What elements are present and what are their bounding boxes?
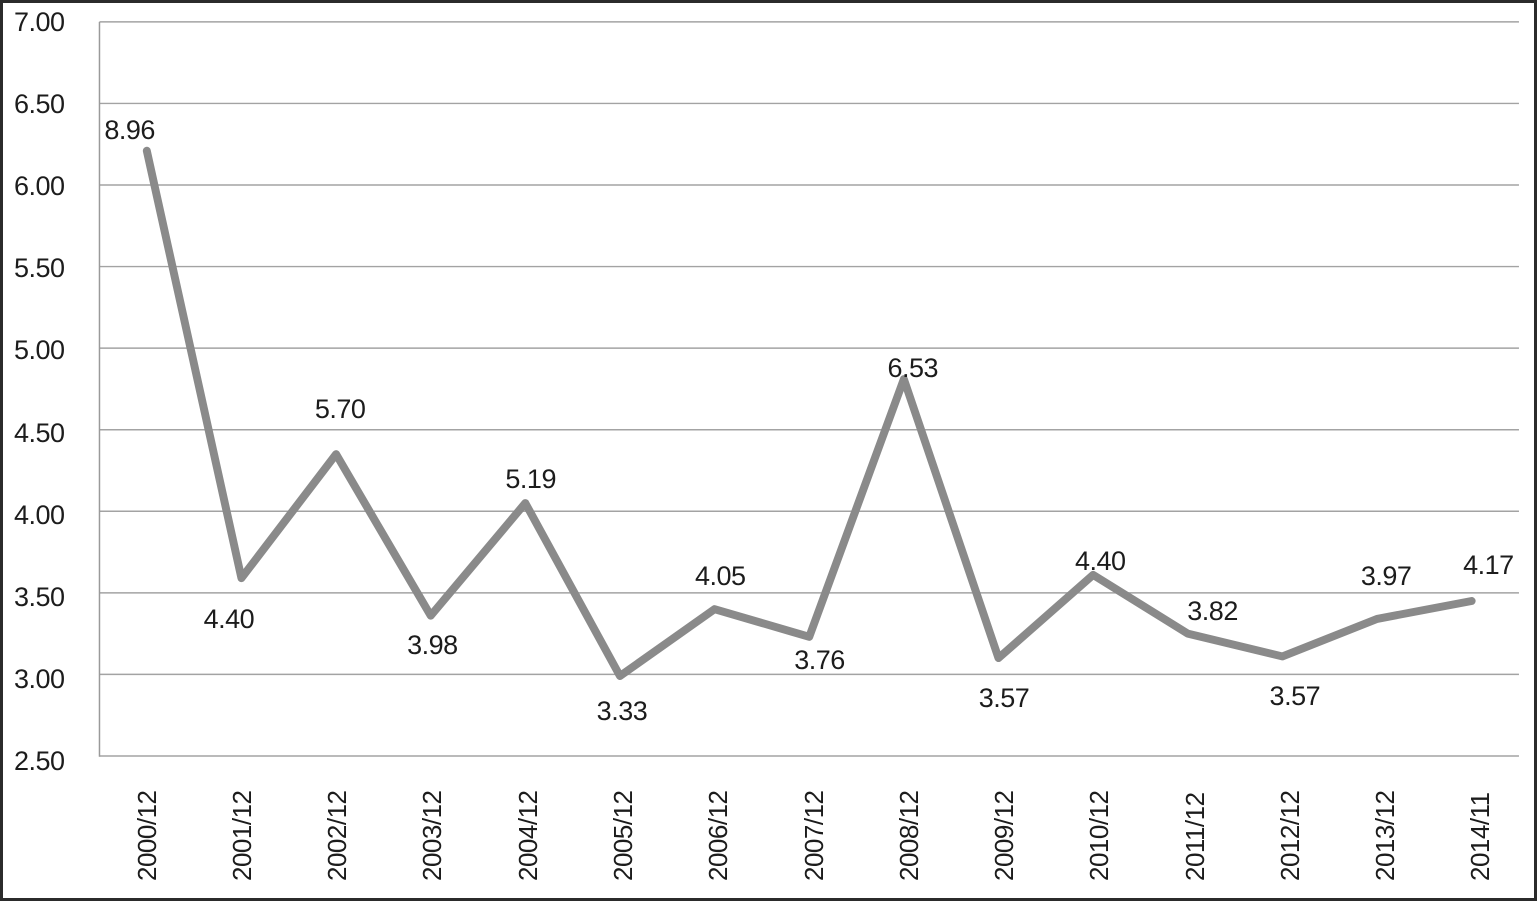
y-axis-tick-label: 5.50 [14, 253, 65, 284]
data-point-label: 4.40 [1075, 545, 1126, 576]
y-axis-tick-label: 3.00 [14, 663, 65, 694]
x-axis-category-label: 2013/12 [1370, 790, 1401, 881]
data-point-label: 3.98 [407, 629, 458, 660]
data-point-label: 3.57 [1269, 680, 1321, 711]
data-point-label: 5.19 [505, 464, 556, 495]
data-point-label: 3.33 [596, 695, 648, 726]
y-axis-tick-label: 4.50 [14, 417, 65, 448]
data-point-label: 3.57 [978, 683, 1030, 714]
x-axis-category-label: 2010/12 [1084, 790, 1115, 881]
x-axis-category-label: 2007/12 [798, 790, 829, 881]
y-axis-tick-label: 6.00 [14, 171, 65, 202]
y-axis-tick-label: 7.00 [14, 7, 65, 37]
y-axis-tick-label: 4.00 [14, 499, 65, 530]
data-point-label: 4.17 [1463, 549, 1514, 580]
x-axis-category-label: 2012/12 [1274, 790, 1305, 881]
x-axis-category-label: 2002/12 [322, 790, 353, 881]
x-axis-category-label: 2001/12 [226, 790, 257, 881]
y-axis-tick-label: 3.50 [14, 581, 65, 612]
x-axis-category-label: 2008/12 [893, 790, 924, 881]
x-axis-category-label: 2003/12 [417, 790, 448, 881]
x-axis-category-label: 2014/11 [1465, 792, 1496, 881]
data-point-label: 3.82 [1187, 595, 1238, 626]
data-point-label: 3.76 [794, 645, 845, 676]
data-point-label: 4.05 [694, 561, 746, 592]
y-axis-tick-label: 5.00 [14, 335, 65, 366]
x-axis-category-label: 2000/12 [131, 790, 162, 881]
y-axis-tick-label: 6.50 [14, 89, 65, 120]
data-point-label: 5.70 [314, 394, 366, 425]
x-axis-category-label: 2011/12 [1179, 792, 1210, 881]
x-axis-category-label: 2009/12 [989, 790, 1020, 881]
x-axis-category-label: 2006/12 [703, 790, 734, 881]
data-point-label: 6.53 [887, 352, 939, 383]
chart-canvas [98, 21, 1519, 757]
x-axis-category-label: 2005/12 [607, 790, 638, 881]
data-point-label: 3.97 [1360, 561, 1412, 592]
data-point-label: 4.40 [203, 603, 255, 634]
x-axis-category-label: 2004/12 [512, 790, 543, 881]
y-axis-tick-label: 2.50 [14, 746, 65, 776]
data-point-label: 8.96 [104, 114, 155, 145]
data-series-line [142, 146, 1476, 680]
